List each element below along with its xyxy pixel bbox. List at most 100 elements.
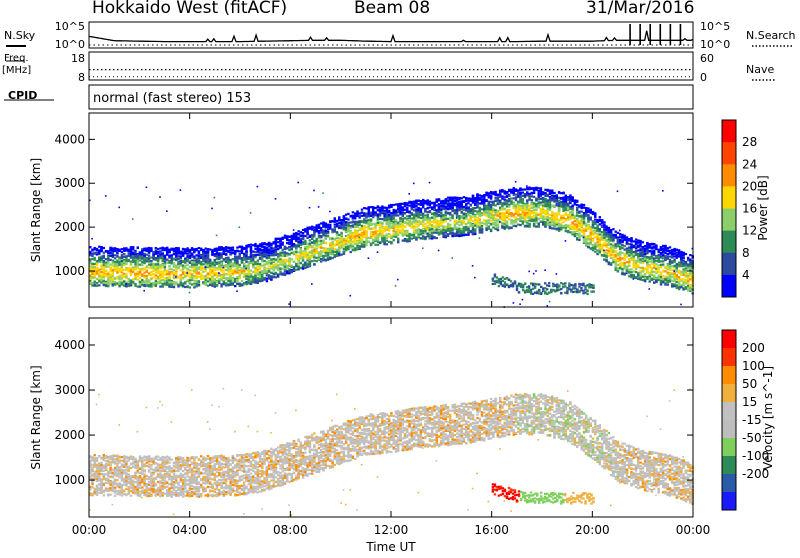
- power-cell: [508, 215, 510, 217]
- power-cell: [506, 226, 508, 228]
- power-cell: [465, 215, 467, 217]
- power-cell: [492, 211, 494, 213]
- power-cell: [506, 191, 508, 193]
- power-cell: [277, 265, 279, 267]
- power-cell: [259, 254, 261, 256]
- power-cell: [211, 268, 213, 270]
- power-cell: [442, 232, 444, 234]
- power-cell: [252, 257, 254, 259]
- power-cell: [406, 235, 408, 237]
- power-cell: [431, 228, 433, 230]
- power-cell: [316, 250, 318, 252]
- power-cell: [515, 204, 517, 206]
- power-cell: [440, 228, 442, 230]
- power-cell: [189, 277, 191, 279]
- power-cell: [501, 198, 503, 200]
- power-cell: [218, 249, 220, 251]
- power-cell: [334, 248, 336, 250]
- power-cell: [415, 223, 417, 225]
- power-cell: [445, 216, 447, 218]
- power-cell: [481, 195, 483, 197]
- power-cell: [506, 225, 508, 227]
- power-cell: [497, 210, 499, 212]
- power-cell: [193, 286, 195, 288]
- power-cell: [447, 202, 449, 204]
- power-cell: [372, 206, 374, 208]
- power-cell: [116, 277, 118, 279]
- power-cell: [207, 251, 209, 253]
- power-cell: [336, 251, 338, 253]
- power-cell: [205, 257, 207, 259]
- power-cell: [277, 255, 279, 257]
- power-cell: [159, 267, 161, 269]
- power-cell: [494, 224, 496, 226]
- power-cell: [499, 191, 501, 193]
- power-cell: [422, 248, 424, 250]
- power-cell: [406, 219, 408, 221]
- power-cell: [488, 192, 490, 194]
- noise-ytick-right: 10^5: [700, 20, 730, 33]
- power-cell: [386, 213, 388, 215]
- power-cell: [501, 202, 503, 204]
- power-cell: [100, 264, 102, 266]
- power-cell: [504, 208, 506, 210]
- power-cell: [327, 226, 329, 228]
- power-cell: [279, 263, 281, 265]
- power-cell: [352, 237, 354, 239]
- power-cell: [334, 224, 336, 226]
- power-cell: [474, 218, 476, 220]
- power-cell: [365, 237, 367, 239]
- power-cell: [356, 237, 358, 239]
- power-cell: [182, 253, 184, 255]
- power-cell: [361, 220, 363, 222]
- power-cell: [449, 217, 451, 219]
- power-cell: [128, 285, 130, 287]
- power-cell: [404, 233, 406, 235]
- power-cell: [374, 211, 376, 213]
- power-cell: [481, 213, 483, 215]
- power-cell: [325, 259, 327, 261]
- power-cell: [164, 280, 166, 282]
- power-cell: [431, 225, 433, 227]
- power-cell: [159, 272, 161, 274]
- power-cell: [445, 218, 447, 220]
- power-cell: [177, 276, 179, 278]
- power-cell: [420, 214, 422, 216]
- power-cell: [397, 238, 399, 240]
- power-cell: [424, 237, 426, 239]
- power-cell: [313, 234, 315, 236]
- power-cell: [370, 231, 372, 233]
- power-cell: [155, 274, 157, 276]
- power-cell: [123, 282, 125, 284]
- power-cell: [143, 276, 145, 278]
- power-cell: [189, 279, 191, 281]
- power-cell: [454, 224, 456, 226]
- power-cell: [316, 248, 318, 250]
- power-cell: [125, 283, 127, 285]
- power-cell: [152, 254, 154, 256]
- power-cell: [397, 222, 399, 224]
- power-cell: [98, 280, 100, 282]
- power-cell: [379, 228, 381, 230]
- power-cell: [205, 248, 207, 250]
- power-cell: [107, 256, 109, 258]
- power-cell: [132, 255, 134, 257]
- power-cell: [236, 281, 238, 283]
- power-cell: [157, 272, 159, 274]
- power-cell: [463, 213, 465, 215]
- power-cell: [236, 272, 238, 274]
- power-cell: [128, 278, 130, 280]
- power-cell: [125, 263, 127, 265]
- power-cell: [456, 233, 458, 235]
- power-cell: [191, 277, 193, 279]
- power-cell: [184, 252, 186, 254]
- power-cell: [417, 215, 419, 217]
- power-cell: [454, 227, 456, 229]
- power-cell: [329, 224, 331, 226]
- power-cell: [336, 224, 338, 226]
- power-cell: [159, 265, 161, 267]
- power-cell: [408, 205, 410, 207]
- power-cell: [390, 223, 392, 225]
- power-cell: [98, 273, 100, 275]
